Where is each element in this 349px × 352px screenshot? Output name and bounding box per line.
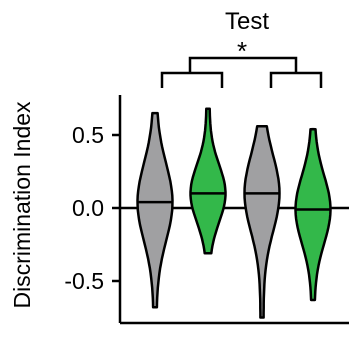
- comparison-bracket: [188, 56, 298, 73]
- y-tick-label-0.5: 0.5: [72, 122, 104, 148]
- significance-star: *: [237, 36, 247, 66]
- y-axis-label: Discrimination Index: [9, 101, 35, 309]
- violin-4-green: [294, 127, 332, 302]
- y-tick-label-minus-0.5: -0.5: [64, 268, 104, 294]
- chart-title: Test: [225, 8, 269, 35]
- pair-bracket-right: [269, 71, 323, 88]
- pair-bracket-left: [160, 71, 224, 88]
- violins: [136, 107, 332, 319]
- violin-1-gray: [136, 111, 174, 309]
- violin-2-green: [189, 107, 227, 255]
- violin-3-gray: [243, 124, 281, 319]
- y-tick-label-0.0: 0.0: [72, 195, 104, 221]
